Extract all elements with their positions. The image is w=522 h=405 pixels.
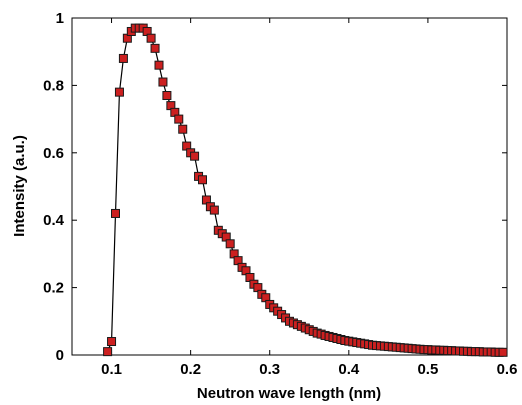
data-point-marker — [111, 208, 120, 218]
y-tick-label: 0.4 — [43, 212, 65, 229]
series-line — [107, 27, 504, 353]
x-tick-label: 0.3 — [259, 361, 280, 378]
plot-frame — [71, 17, 508, 356]
data-point-marker — [162, 91, 172, 101]
x-tick-label: 0.4 — [338, 361, 360, 378]
data-point-marker — [225, 239, 235, 249]
data-point-marker — [498, 347, 508, 357]
data-point-marker — [174, 114, 184, 124]
x-tick-label: 0.5 — [417, 361, 438, 378]
data-point-marker — [146, 33, 156, 43]
x-tick-label: 0.6 — [497, 361, 518, 378]
y-tick-label: 0.8 — [43, 77, 64, 94]
y-tick-label: 0 — [56, 347, 64, 364]
y-tick-label: 0.6 — [43, 145, 64, 162]
data-point-marker — [209, 205, 219, 215]
tick-labels: 0.1 0.2 0.3 0.4 0.5 0.6 0 0.2 0.4 0.6 0.8 1 — [43, 10, 517, 378]
y-tick-label: 0.2 — [43, 280, 64, 297]
data-point-marker — [190, 151, 200, 161]
data-markers — [103, 23, 508, 357]
data-point-marker — [103, 347, 113, 357]
x-axis-title: Neutron wave length (nm) — [197, 385, 381, 402]
data-point-marker — [150, 43, 160, 53]
data-point-marker — [114, 87, 124, 97]
y-tick-label: 1 — [56, 10, 64, 27]
data-point-marker — [178, 124, 188, 134]
data-point-marker — [154, 60, 164, 70]
x-tick-label: 0.2 — [180, 361, 201, 378]
data-point-marker — [107, 337, 117, 347]
x-tick-label: 0.1 — [101, 361, 122, 378]
y-axis-title: Intensity (a.u.) — [11, 135, 28, 237]
data-point-marker — [198, 175, 207, 185]
data-point-marker — [118, 53, 128, 63]
data-point-marker — [158, 77, 168, 87]
axis-ticks — [72, 17, 508, 356]
